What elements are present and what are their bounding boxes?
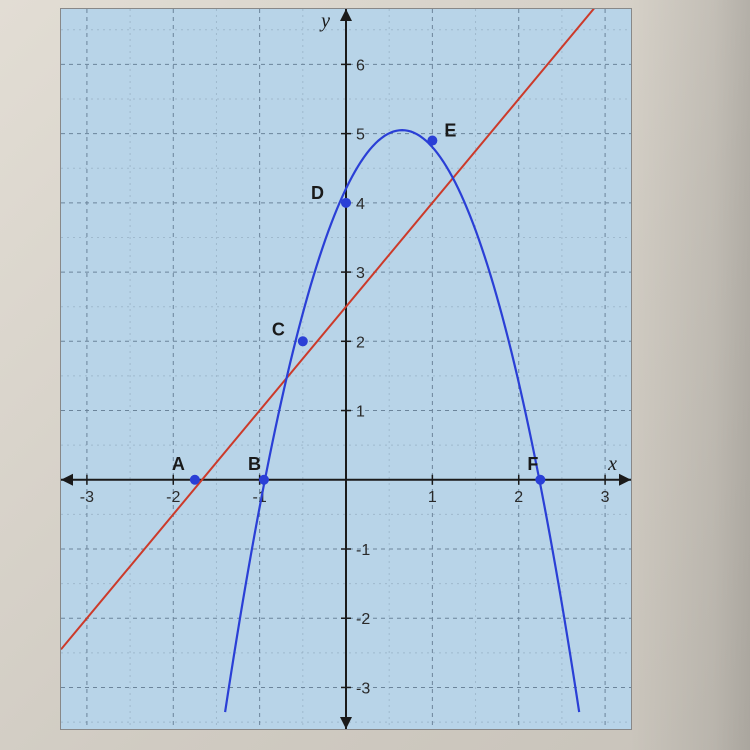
photo-shadow [630,0,750,750]
svg-text:5: 5 [356,127,365,144]
svg-text:2: 2 [356,334,365,351]
svg-text:E: E [444,121,456,141]
svg-text:2: 2 [514,489,523,506]
svg-text:B: B [248,454,261,474]
svg-text:-1: -1 [356,542,370,559]
svg-text:-3: -3 [356,680,370,697]
svg-text:A: A [172,454,185,474]
svg-text:C: C [272,319,285,339]
svg-text:D: D [311,183,324,203]
svg-text:6: 6 [356,57,365,74]
svg-text:3: 3 [356,265,365,282]
chart-plot-area: -3-2-1123-3-2-1123456yxABCDEF [60,8,632,730]
svg-text:1: 1 [356,404,365,421]
chart-svg: -3-2-1123-3-2-1123456yxABCDEF [61,9,631,729]
svg-text:x: x [607,453,617,475]
photo-background: -3-2-1123-3-2-1123456yxABCDEF [0,0,750,750]
svg-text:-2: -2 [356,611,370,628]
svg-text:y: y [319,10,330,32]
svg-text:F: F [527,454,538,474]
svg-text:-2: -2 [166,489,180,506]
svg-text:-3: -3 [80,489,94,506]
svg-text:1: 1 [428,489,437,506]
svg-text:3: 3 [601,489,610,506]
svg-text:4: 4 [356,196,365,213]
